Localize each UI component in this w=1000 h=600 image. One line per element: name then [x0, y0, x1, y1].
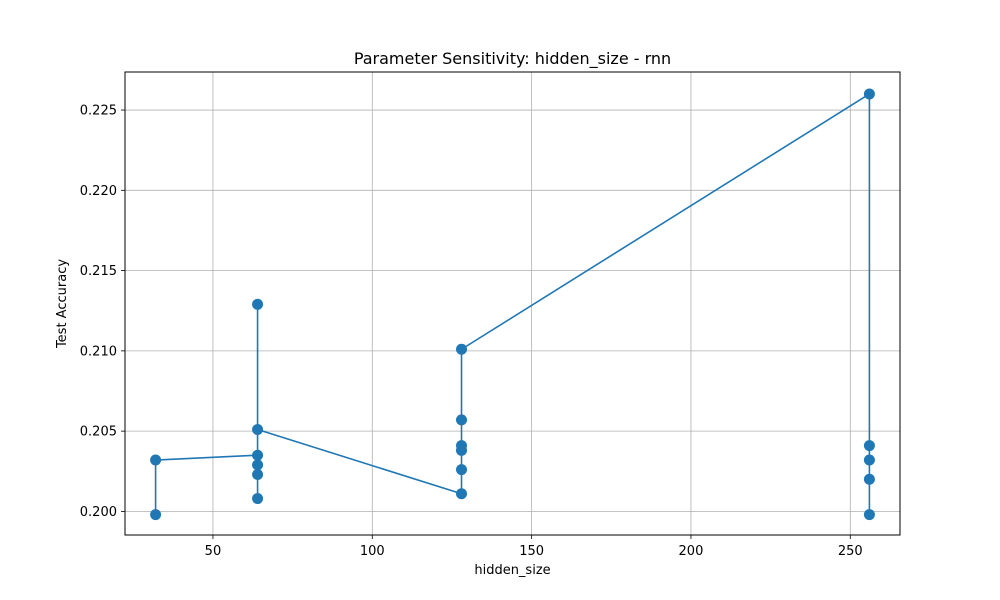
data-point [863, 509, 875, 521]
y-axis-label: Test Accuracy [55, 259, 70, 349]
data-point [456, 464, 468, 476]
data-point [863, 88, 875, 100]
data-point [863, 473, 875, 485]
data-point [252, 298, 264, 310]
data-point [150, 509, 162, 521]
plot-frame [124, 71, 901, 536]
y-tick-label: 0.210 [80, 344, 117, 359]
data-point [456, 343, 468, 355]
y-tick-label: 0.205 [80, 425, 117, 440]
y-tick-label: 0.200 [80, 505, 117, 520]
data-point [252, 493, 264, 505]
x-tick-label: 150 [519, 544, 544, 559]
data-point [456, 488, 468, 500]
x-tick-label: 100 [360, 544, 385, 559]
y-tick-label: 0.225 [80, 104, 117, 119]
plot-area [125, 72, 900, 535]
data-point [150, 454, 162, 466]
data-point [863, 440, 875, 452]
x-tick-label: 50 [205, 544, 222, 559]
data-point [252, 424, 264, 436]
x-tick-label: 200 [679, 544, 704, 559]
axis-ticks: 50 100 150 200 250 0.200 0.205 0.210 0.215 0.220 0… [80, 104, 863, 559]
data-point [456, 440, 468, 452]
data-series [150, 88, 875, 521]
data-point [252, 468, 264, 480]
chart-title: Parameter Sensitivity: hidden_size - rnn [354, 49, 671, 69]
data-point [456, 414, 468, 426]
grid-lines [125, 72, 900, 535]
x-axis-label: hidden_size [474, 563, 550, 578]
data-point [252, 459, 264, 471]
y-tick-label: 0.215 [80, 264, 117, 279]
y-tick-label: 0.220 [80, 184, 117, 199]
x-tick-label: 250 [838, 544, 863, 559]
data-point [252, 449, 264, 461]
data-point [863, 454, 875, 466]
